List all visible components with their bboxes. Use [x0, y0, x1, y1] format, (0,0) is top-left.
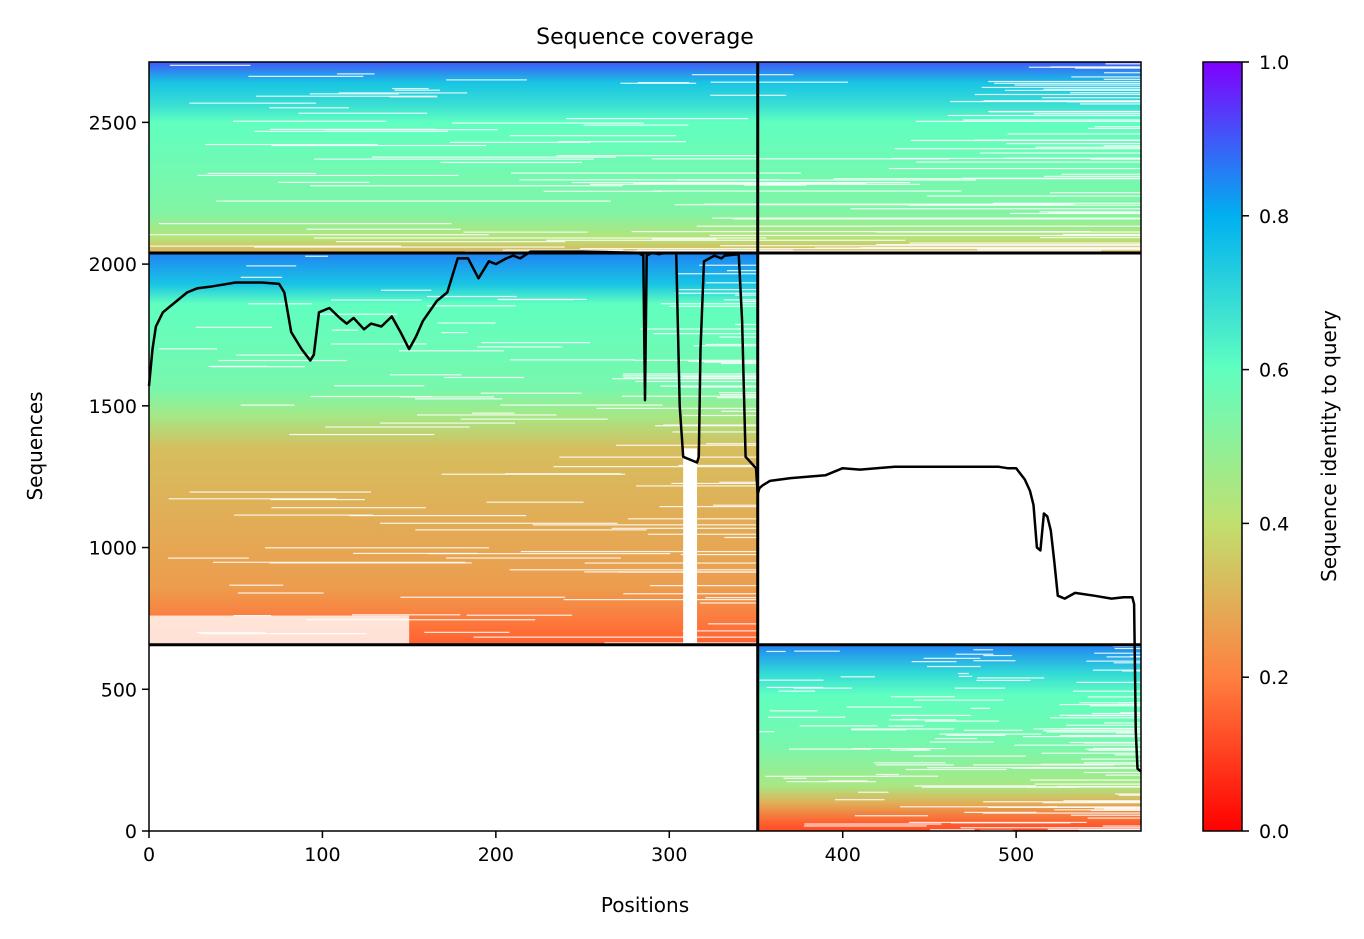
x-tick-label: 500 [998, 844, 1034, 866]
colorbar-gradient [1202, 61, 1243, 832]
x-tick-label: 100 [304, 844, 340, 866]
y-tick-label: 1500 [89, 396, 137, 418]
y-tick-label: 2500 [89, 112, 137, 134]
colorbar-tick-label: 0.4 [1259, 513, 1289, 535]
colorbar-label: Sequence identity to query [1317, 310, 1341, 582]
colorbar-tick-label: 0.6 [1259, 360, 1289, 382]
colorbar-tick-label: 0.0 [1259, 821, 1289, 843]
alignment-gaps [149, 63, 1141, 832]
chain-boundaries [149, 62, 1141, 831]
coverage-block-chain-B-unpaired [757, 644, 1141, 831]
colorbar-tick-label: 0.2 [1259, 667, 1289, 689]
x-tick-label: 400 [825, 844, 861, 866]
y-tick-label: 2000 [89, 254, 137, 276]
y-axis: 0 500 1000 1500 2000 2500 [89, 112, 149, 843]
x-tick-label: 300 [651, 844, 687, 866]
colorbar: 0.0 0.2 0.4 0.6 0.8 1.0 Sequence identity to … [1202, 52, 1341, 843]
colorbar-tick-label: 1.0 [1259, 52, 1289, 74]
y-tick-label: 500 [101, 679, 137, 701]
colorbar-tick-label: 0.8 [1259, 206, 1289, 228]
coverage-block-paired [149, 62, 1141, 254]
coverage-line [147, 250, 1142, 773]
y-axis-label: Sequences [23, 391, 47, 500]
x-axis: 0 100 200 300 400 500 [143, 831, 1034, 866]
y-tick-label: 1000 [89, 538, 137, 560]
x-axis-label: Positions [601, 893, 689, 917]
chart-title: Sequence coverage [536, 25, 754, 50]
y-tick-label: 0 [125, 821, 137, 843]
x-tick-label: 0 [143, 844, 155, 866]
coverage-blocks [149, 62, 1141, 831]
coverage-block-chain-A-unpaired [149, 253, 758, 645]
x-tick-label: 200 [478, 844, 514, 866]
colorbar-ticks: 0.0 0.2 0.4 0.6 0.8 1.0 [1242, 52, 1289, 843]
plot-frame [148, 61, 1142, 832]
